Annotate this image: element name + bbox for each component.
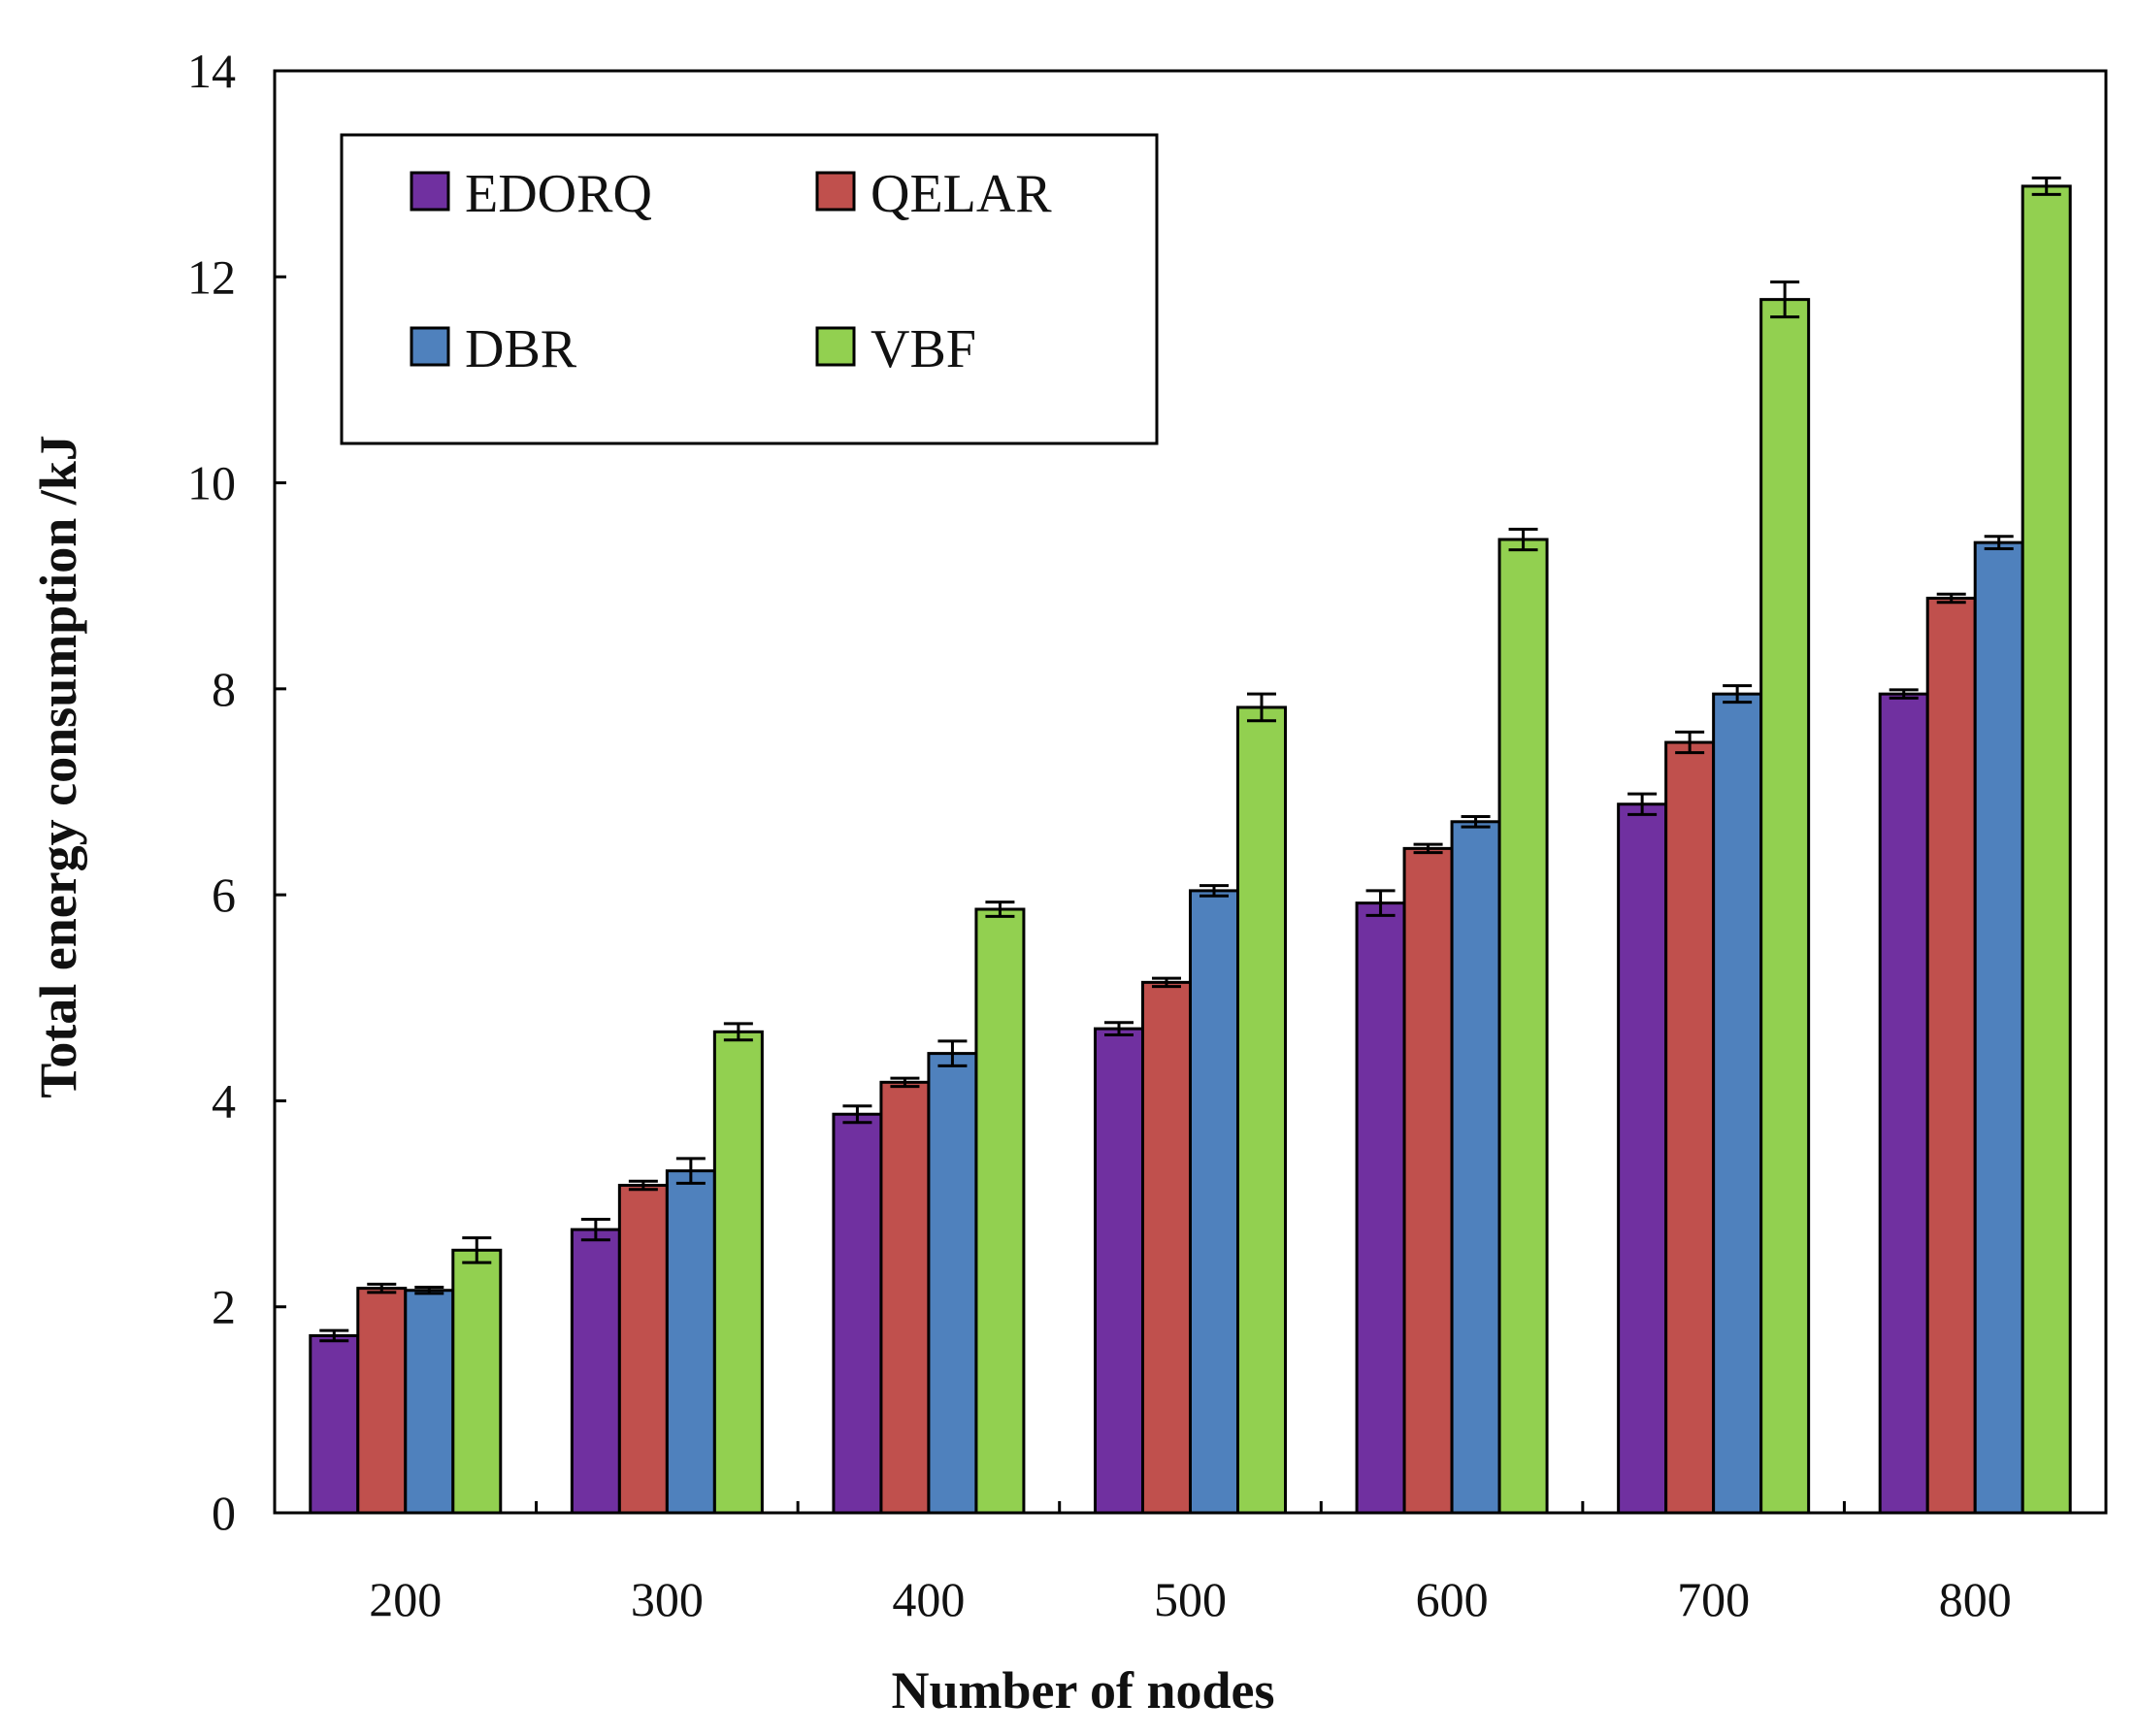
legend-label-edorq: EDORQ — [465, 164, 652, 224]
x-tick-label: 500 — [1154, 1572, 1227, 1626]
bar-dbr — [1712, 692, 1763, 1515]
bar-vbf — [2021, 184, 2072, 1515]
y-axis: 0 2 4 6 8 10 12 14 — [187, 44, 286, 1540]
x-tick-label: 600 — [1416, 1572, 1489, 1626]
y-tick-label: 2 — [212, 1280, 236, 1334]
x-tick-label: 800 — [1939, 1572, 2012, 1626]
bar-edorq — [832, 1112, 883, 1515]
bar-dbr — [927, 1052, 978, 1515]
bar-edorq — [1355, 901, 1406, 1515]
y-tick-label: 4 — [212, 1073, 236, 1128]
plot-area-frame — [273, 69, 2108, 1515]
x-tick-label: 400 — [892, 1572, 965, 1626]
y-tick-label: 6 — [212, 868, 236, 922]
y-tick-label: 0 — [212, 1486, 236, 1540]
bar-vbf — [712, 1030, 764, 1515]
bar-dbr — [665, 1169, 716, 1515]
bar-edorq — [570, 1228, 621, 1515]
bar-edorq — [309, 1333, 360, 1515]
bar-qelar — [617, 1183, 669, 1515]
bar-vbf — [451, 1248, 503, 1515]
x-tick-label: 300 — [631, 1572, 704, 1626]
bar-edorq — [1617, 802, 1668, 1515]
bar-qelar — [356, 1287, 408, 1515]
legend-swatch-qelar — [815, 171, 856, 212]
x-axis-title: Number of nodes — [891, 1661, 1274, 1720]
legend-swatch-dbr — [410, 326, 450, 367]
bar-dbr — [1189, 889, 1239, 1515]
legend-swatch-vbf — [815, 326, 856, 367]
y-tick-label: 12 — [187, 249, 236, 304]
bar-qelar — [1402, 846, 1454, 1515]
y-tick-label: 8 — [212, 662, 236, 716]
x-tick-label: 700 — [1677, 1572, 1750, 1626]
legend: EDORQ QELAR DBR VBF — [340, 133, 1159, 445]
legend-label-vbf: VBF — [871, 319, 976, 379]
y-axis-title: Total energy consumption /kJ — [29, 435, 87, 1098]
bar-qelar — [1925, 596, 1977, 1515]
bar-dbr — [404, 1289, 455, 1515]
bars-layer — [309, 184, 2072, 1515]
bar-qelar — [1664, 740, 1716, 1515]
legend-label-dbr: DBR — [465, 319, 577, 379]
x-tick-label: 200 — [369, 1572, 442, 1626]
y-tick-label: 14 — [187, 44, 236, 98]
legend-label-qelar: QELAR — [871, 164, 1052, 224]
bar-dbr — [1450, 820, 1501, 1515]
bar-qelar — [1141, 980, 1192, 1515]
error-bars-layer — [319, 176, 2061, 1343]
bar-vbf — [1236, 705, 1287, 1515]
y-tick-label: 10 — [187, 456, 236, 510]
legend-swatch-edorq — [410, 171, 450, 212]
bar-edorq — [1094, 1027, 1144, 1515]
bar-vbf — [1497, 538, 1549, 1515]
bar-qelar — [879, 1080, 931, 1515]
bar-dbr — [1973, 540, 2024, 1515]
x-axis: 200 300 400 500 600 700 800 — [369, 1501, 2012, 1626]
bar-edorq — [1878, 692, 1929, 1515]
legend-frame — [340, 133, 1159, 445]
bar-vbf — [1759, 298, 1811, 1515]
bar-vbf — [974, 907, 1026, 1515]
